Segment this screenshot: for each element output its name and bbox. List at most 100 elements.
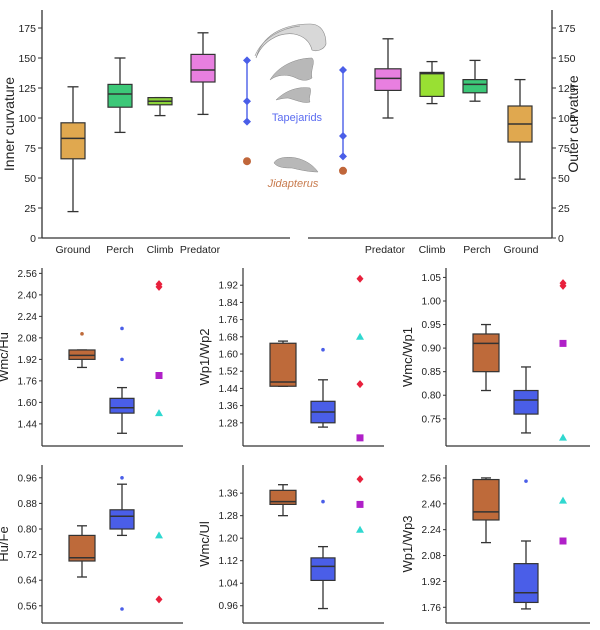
box-brown bbox=[68, 525, 96, 578]
box-iqr bbox=[269, 342, 297, 387]
y-axis-label: Inner curvature bbox=[1, 77, 17, 171]
tapejarids-point bbox=[243, 56, 251, 65]
y-tick-label: 25 bbox=[558, 203, 570, 215]
y-tick-label: 1.00 bbox=[422, 296, 442, 307]
y-tick-label: 1.28 bbox=[219, 418, 239, 429]
y-tick-label: 1.05 bbox=[422, 273, 442, 284]
y-tick-label: 2.56 bbox=[18, 269, 38, 280]
marker-diamond bbox=[356, 475, 364, 484]
box-blue bbox=[513, 479, 539, 610]
box-iqr bbox=[472, 478, 500, 521]
marker-triangle bbox=[559, 496, 567, 504]
x-tick-label: Perch bbox=[106, 244, 134, 256]
y-tick-label: 0.64 bbox=[18, 576, 38, 587]
outlier-point bbox=[524, 479, 528, 483]
y-axis-label: Wp1/Wp3 bbox=[400, 515, 415, 572]
box-brown bbox=[68, 332, 96, 369]
box-blue bbox=[310, 347, 336, 428]
y-tick-label: 0 bbox=[558, 233, 564, 245]
y-tick-label: 50 bbox=[558, 173, 570, 185]
marker-triangle bbox=[356, 332, 364, 340]
outlier-point bbox=[80, 332, 84, 336]
box-iqr bbox=[190, 53, 216, 83]
y-tick-label: 0.85 bbox=[422, 367, 442, 378]
inner-curvature-chart: 0 25 50 75 100 125 150 175 Inner curvature Ground… bbox=[1, 10, 290, 256]
marker-diamond bbox=[155, 595, 163, 604]
box-iqr bbox=[513, 563, 539, 604]
box-iqr bbox=[68, 534, 96, 562]
y-tick-label: 1.76 bbox=[18, 376, 38, 387]
outlier-point bbox=[120, 357, 124, 362]
box-climb bbox=[147, 96, 173, 117]
claw-icon bbox=[273, 156, 319, 173]
y-tick-label: 0.75 bbox=[422, 414, 442, 425]
y-tick-label: 2.24 bbox=[18, 312, 38, 323]
claw-icon bbox=[255, 23, 327, 59]
y-tick-label: 1.44 bbox=[219, 384, 239, 395]
claw-icon bbox=[275, 87, 311, 103]
y-tick-label: 125 bbox=[558, 83, 576, 95]
y-tick-label: 175 bbox=[18, 23, 36, 35]
claw-icon bbox=[269, 57, 314, 81]
tapejarids-point bbox=[339, 66, 347, 74]
jidapterus-label: Jidapterus bbox=[267, 178, 319, 190]
box-brown bbox=[269, 340, 297, 387]
y-tick-label: 75 bbox=[24, 143, 36, 155]
y-tick-label: 1.36 bbox=[219, 489, 239, 500]
marker-triangle bbox=[356, 525, 364, 533]
marker-diamond bbox=[356, 380, 364, 389]
y-tick-label: 1.52 bbox=[219, 367, 239, 378]
marker-square bbox=[559, 537, 567, 545]
y-tick-label: 175 bbox=[558, 23, 576, 35]
y-tick-label: 50 bbox=[24, 173, 36, 185]
y-tick-label: 0.96 bbox=[18, 473, 38, 484]
y-tick-label: 100 bbox=[18, 113, 36, 125]
small-panels: 1.441.601.761.922.082.242.402.56Wmc/Hu1.… bbox=[0, 268, 590, 624]
box-ground bbox=[507, 78, 533, 180]
box-predator bbox=[374, 38, 402, 119]
box-brown bbox=[472, 323, 500, 392]
outlier-point bbox=[120, 326, 124, 331]
x-tick-label: Perch bbox=[463, 244, 491, 256]
box-iqr bbox=[462, 78, 488, 94]
box-perch bbox=[107, 57, 133, 134]
y-axis-label: Wmc/Hu bbox=[0, 332, 11, 382]
y-tick-label: 75 bbox=[558, 143, 570, 155]
y-tick-label: 0.80 bbox=[422, 391, 442, 402]
marker-square bbox=[559, 339, 567, 347]
y-axis-label: Hu/Fe bbox=[0, 526, 11, 561]
y-tick-label: 1.84 bbox=[219, 298, 239, 309]
panel-wmc-wp1: 0.75 0.80 0.85 0.90 0.95 1.00 1.05 Wmc/Wp1 bbox=[400, 268, 590, 447]
box-blue bbox=[109, 326, 135, 434]
tapejarids-point bbox=[339, 132, 347, 140]
claw-icon bbox=[254, 25, 301, 57]
y-tick-label: 2.08 bbox=[18, 333, 38, 344]
box-iqr bbox=[419, 71, 445, 98]
marker-diamond bbox=[155, 282, 163, 291]
y-tick-label: 1.60 bbox=[219, 350, 239, 361]
y-axis-label: Outer curvature bbox=[565, 75, 581, 172]
y-tick-label: 1.92 bbox=[219, 281, 239, 292]
box-iqr bbox=[60, 122, 86, 160]
outlier-point bbox=[321, 347, 325, 352]
y-tick-label: 0.90 bbox=[422, 344, 442, 355]
tapejarids-label: Tapejarids bbox=[272, 112, 323, 124]
outlier-point bbox=[120, 476, 124, 480]
y-tick-label: 1.36 bbox=[219, 401, 239, 412]
y-tick-label: 0.72 bbox=[18, 550, 38, 561]
box-blue bbox=[513, 366, 539, 434]
y-tick-label: 150 bbox=[558, 53, 576, 65]
claw-illustrations bbox=[254, 23, 327, 173]
y-axis-label: Wp1/Wp2 bbox=[197, 328, 212, 385]
x-tick-label: Ground bbox=[55, 244, 90, 256]
y-tick-label: 1.44 bbox=[18, 419, 38, 430]
y-tick-label: 2.24 bbox=[422, 525, 442, 536]
marker-diamond bbox=[356, 274, 364, 283]
y-axis-label: Wmc/Wp1 bbox=[400, 327, 415, 387]
y-tick-label: 100 bbox=[558, 113, 576, 125]
outer-curvature-chart: 0 25 50 75 100 125 150 175 Outer curvature Predat… bbox=[308, 10, 581, 256]
x-tick-label: Predator bbox=[180, 244, 221, 256]
y-tick-label: 1.04 bbox=[219, 579, 239, 590]
outlier-point bbox=[120, 607, 124, 611]
